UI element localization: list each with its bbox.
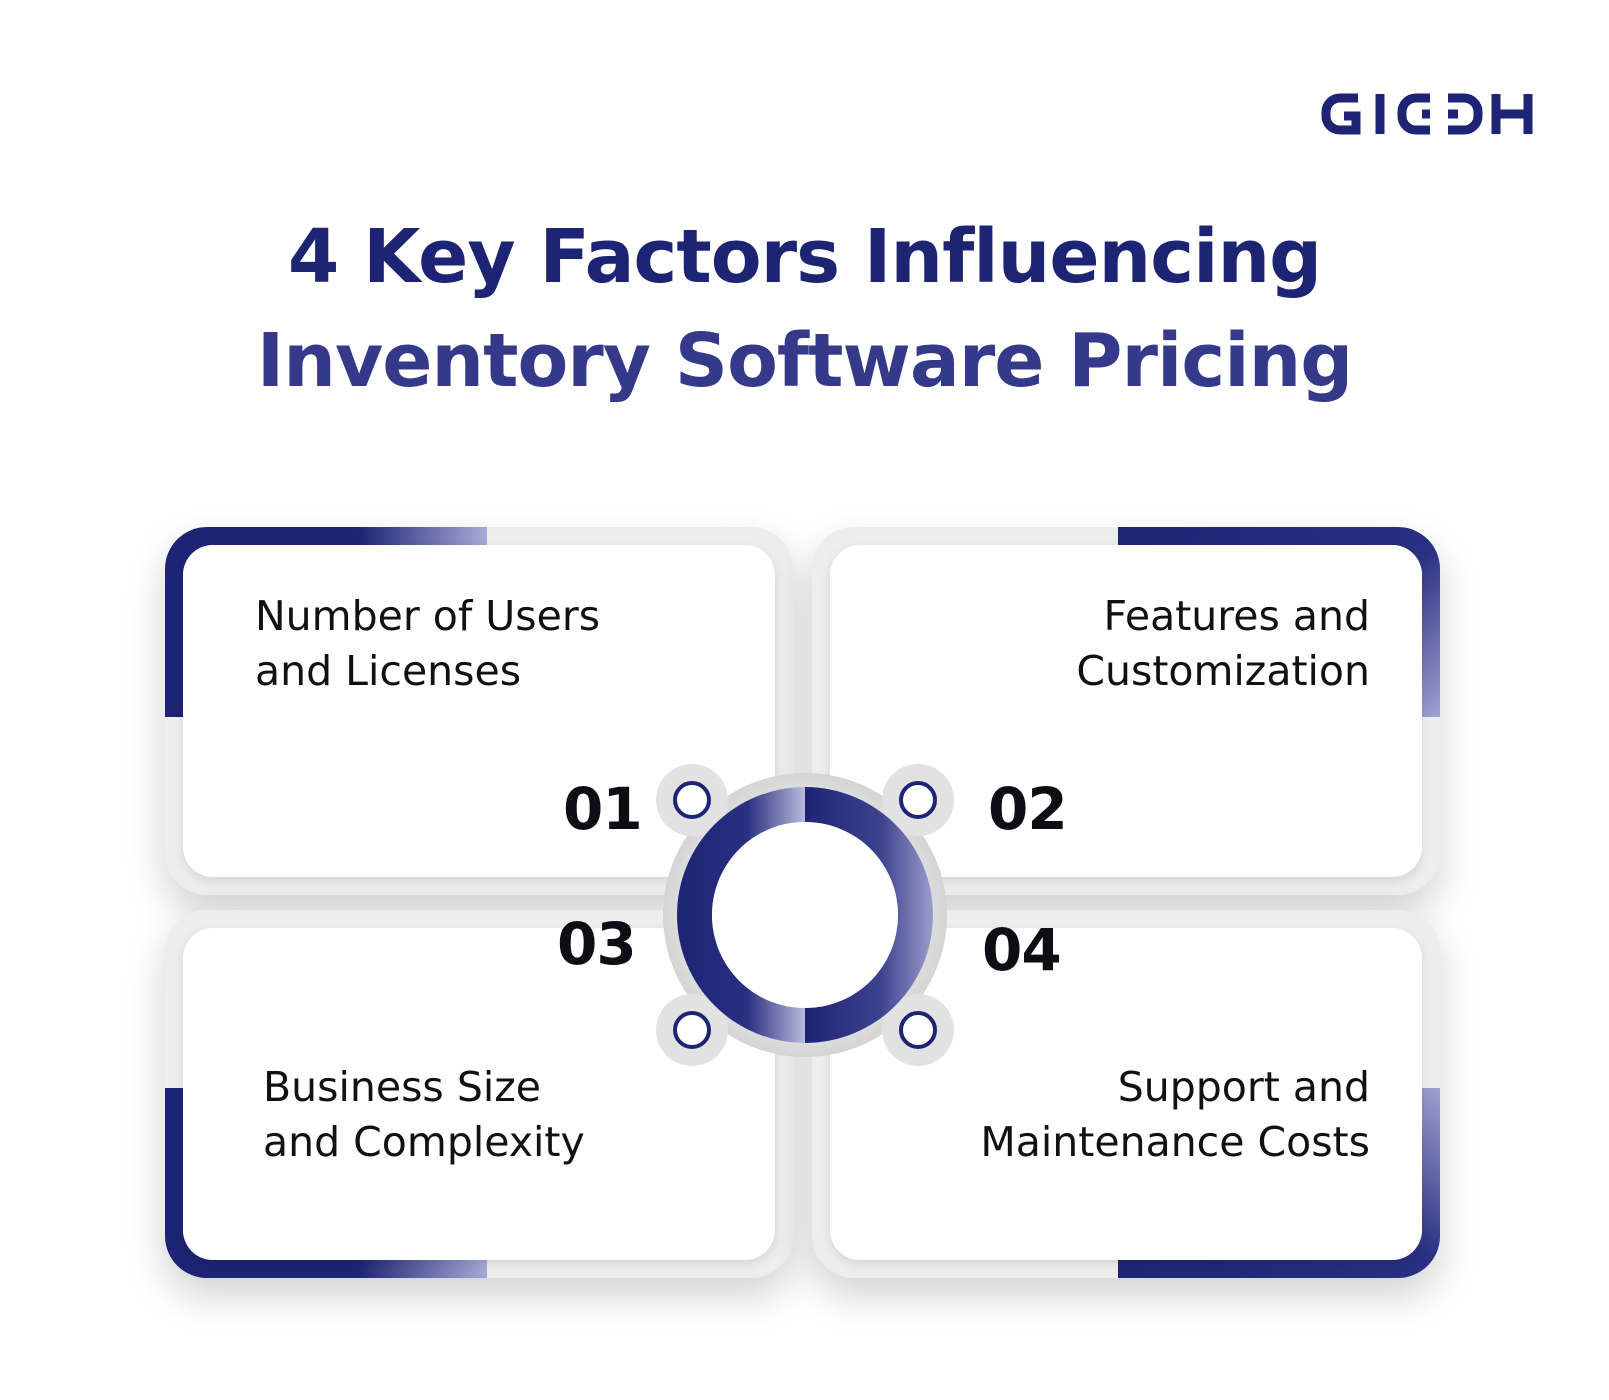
factor-3-number: 03 bbox=[557, 910, 637, 978]
factor-3-line-1: Business Size bbox=[263, 1063, 541, 1111]
factor-3-line-2: and Complexity bbox=[263, 1118, 585, 1166]
factor-2-number: 02 bbox=[988, 775, 1068, 843]
factor-4-line-1: Support and bbox=[1117, 1063, 1370, 1111]
page-title: 4 Key Factors Influencing Inventory Soft… bbox=[0, 205, 1609, 413]
card-4-accent bbox=[1118, 1088, 1440, 1278]
factor-1-line-2: and Licenses bbox=[255, 647, 522, 695]
title-line-2: Inventory Software Pricing bbox=[256, 318, 1353, 404]
factor-4-number: 04 bbox=[982, 916, 1062, 984]
factor-2-line-2: Customization bbox=[1076, 647, 1370, 695]
factor-1-label: Number of Users and Licenses bbox=[255, 589, 600, 699]
factor-4-label: Support and Maintenance Costs bbox=[980, 1060, 1370, 1170]
factor-3-label: Business Size and Complexity bbox=[263, 1060, 585, 1170]
card-2-accent bbox=[1118, 527, 1440, 717]
factor-1-number: 01 bbox=[563, 775, 643, 843]
card-3-body bbox=[183, 928, 775, 1260]
ring-nodes bbox=[673, 781, 937, 1049]
giddh-logo bbox=[1321, 93, 1533, 135]
factor-2-label: Features and Customization bbox=[1076, 589, 1370, 699]
factor-2-line-1: Features and bbox=[1103, 592, 1370, 640]
factor-card-3: Business Size and Complexity 03 bbox=[165, 910, 793, 1278]
card-1-accent bbox=[165, 527, 487, 717]
factor-4-line-2: Maintenance Costs bbox=[980, 1118, 1370, 1166]
center-ring bbox=[656, 764, 954, 1066]
card-3-accent bbox=[165, 1088, 487, 1278]
title-line-1: 4 Key Factors Influencing bbox=[287, 214, 1322, 300]
factor-1-line-1: Number of Users bbox=[255, 592, 601, 640]
